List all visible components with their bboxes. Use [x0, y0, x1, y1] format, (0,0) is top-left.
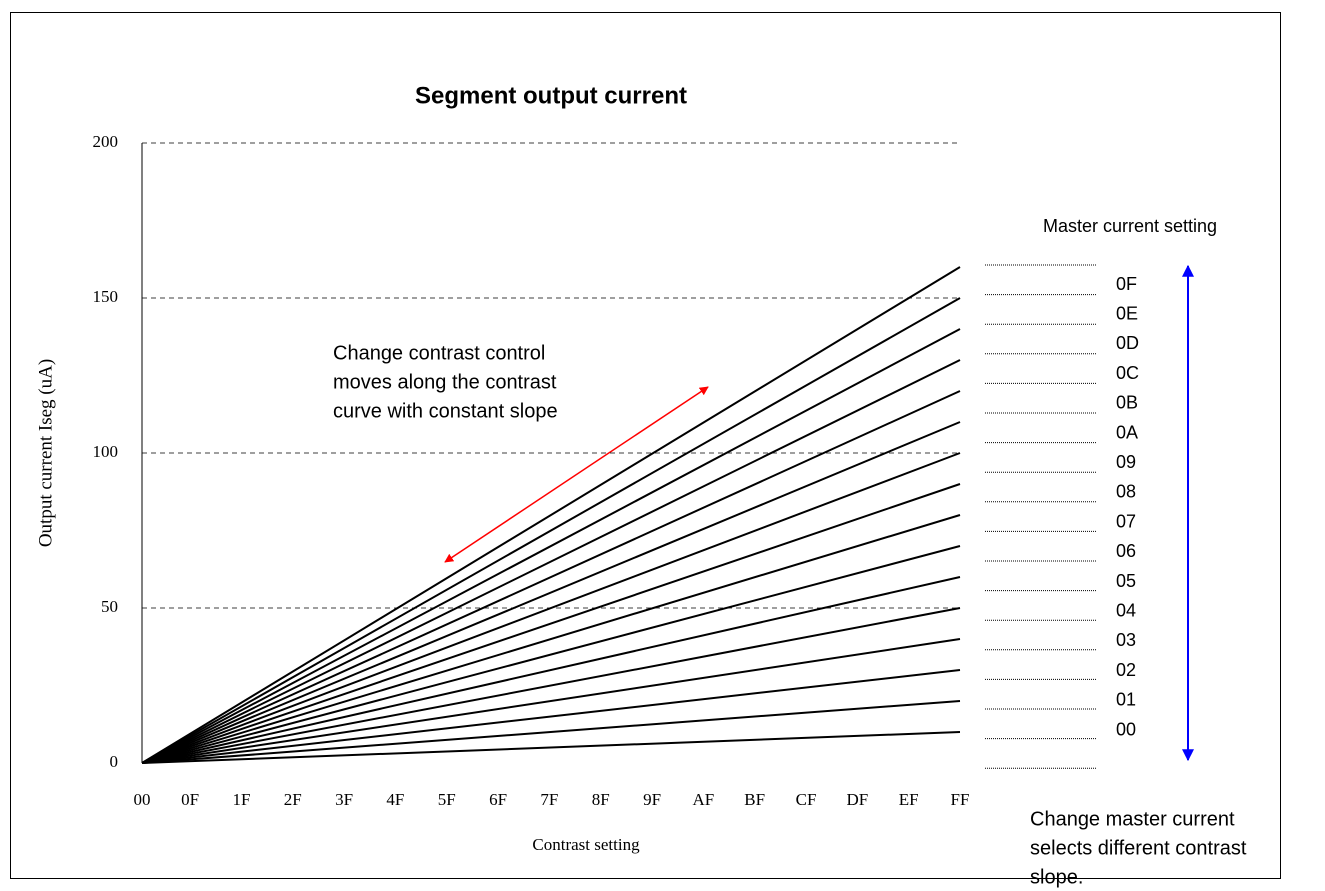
series-line — [141, 545, 961, 764]
y-tick-label: 100 — [93, 442, 119, 461]
y-tick-label: 150 — [93, 287, 119, 306]
legend-label: 01 — [1116, 690, 1136, 710]
frame — [10, 12, 1281, 879]
x-tick-label: 8F — [592, 790, 610, 809]
series-line — [141, 607, 961, 764]
x-tick-label: 3F — [335, 790, 353, 809]
x-tick-label: 00 — [134, 790, 151, 809]
y-tick-label: 50 — [101, 597, 118, 616]
x-tick-label: CF — [796, 790, 817, 809]
series-line — [141, 483, 961, 764]
x-tick-label: AF — [693, 790, 715, 809]
x-tick-label: 9F — [643, 790, 661, 809]
series-line — [141, 266, 961, 764]
x-tick-label: 0F — [181, 790, 199, 809]
series-line — [141, 700, 961, 764]
annotation: Change contrast control — [333, 342, 545, 364]
y-axis-label: Output current Iseg (uA) — [35, 359, 56, 547]
legend-label: 08 — [1116, 482, 1136, 502]
contrast-arrow — [444, 386, 709, 563]
legend-label: 03 — [1116, 630, 1136, 650]
legend-label: 02 — [1116, 660, 1136, 680]
x-tick-label: 2F — [284, 790, 302, 809]
series-line — [141, 731, 961, 764]
legend-label: 09 — [1116, 452, 1136, 472]
series-line — [141, 638, 961, 764]
series-line — [141, 514, 961, 764]
legend-label: 0C — [1116, 363, 1139, 383]
x-tick-label: 5F — [438, 790, 456, 809]
x-tick-label: FF — [951, 790, 970, 809]
legend-label: 0A — [1116, 422, 1138, 442]
legend-title: Master current setting — [1043, 216, 1217, 236]
chart-title: Segment output current — [415, 82, 687, 109]
annotation: slope. — [1030, 866, 1083, 888]
x-tick-label: EF — [899, 790, 919, 809]
y-tick-label: 200 — [93, 132, 119, 151]
series-line — [141, 576, 961, 764]
legend-label: 0B — [1116, 393, 1138, 413]
x-tick-label: 1F — [232, 790, 250, 809]
x-tick-label: 4F — [386, 790, 404, 809]
x-tick-label: BF — [744, 790, 765, 809]
legend-label: 07 — [1116, 511, 1136, 531]
annotation: Change master current — [1030, 808, 1235, 830]
x-tick-label: DF — [846, 790, 868, 809]
legend-label: 0E — [1116, 303, 1138, 323]
series-line — [141, 359, 961, 764]
series-line — [141, 390, 961, 764]
annotation: moves along the contrast — [333, 371, 557, 393]
legend-label: 04 — [1116, 600, 1136, 620]
legend-label: 0D — [1116, 333, 1139, 353]
series-line — [141, 297, 961, 764]
legend-label: 06 — [1116, 541, 1136, 561]
legend-label: 00 — [1116, 719, 1136, 739]
legend-label: 05 — [1116, 571, 1136, 591]
legend-label: 0F — [1116, 274, 1137, 294]
annotation: selects different contrast — [1030, 837, 1247, 859]
series-line — [141, 452, 961, 764]
series-line — [141, 669, 961, 764]
x-tick-label: 6F — [489, 790, 507, 809]
y-tick-label: 0 — [110, 752, 119, 771]
series-line — [141, 421, 961, 764]
series-line — [141, 328, 961, 764]
x-tick-label: 7F — [540, 790, 558, 809]
x-axis-label: Contrast setting — [532, 835, 640, 854]
annotation: curve with constant slope — [333, 400, 558, 422]
